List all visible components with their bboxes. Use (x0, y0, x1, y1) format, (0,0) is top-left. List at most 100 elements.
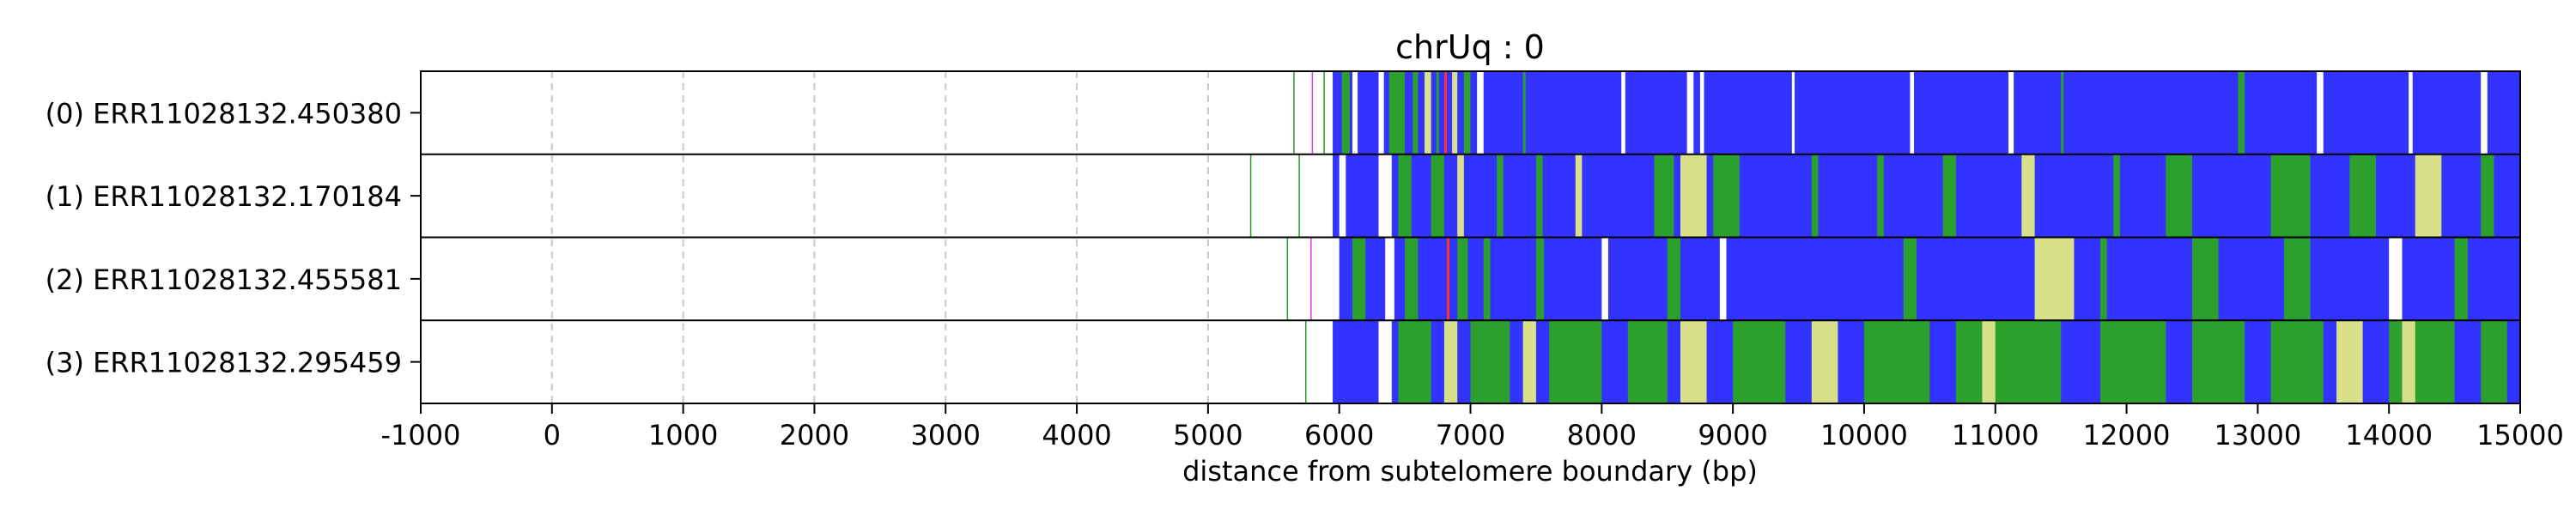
read-segment (1535, 154, 1543, 238)
read-segment (1436, 71, 1439, 154)
read-base (1333, 154, 2520, 238)
x-tick-label: 4000 (1042, 419, 1111, 451)
read-track (421, 236, 2520, 321)
read-segment (1621, 71, 1625, 154)
read-segment (1311, 71, 1314, 154)
read-segment (2415, 154, 2442, 238)
read-segment (2100, 237, 2107, 321)
read-labels: (0) ERR11028132.450380 (1) ERR11028132.17… (46, 97, 421, 379)
read-segment (1601, 237, 1608, 321)
read-segment (1733, 320, 1786, 403)
read-segment (1333, 237, 1340, 321)
read-segment (1654, 154, 1674, 238)
read-label: (2) ERR11028132.455581 (46, 264, 402, 296)
x-axis-label: distance from subtelomere boundary (bp) (1182, 455, 1758, 488)
read-segment (2166, 154, 2192, 238)
read-segment (2409, 71, 2413, 154)
read-segment (2283, 237, 2311, 321)
read-label: (3) ERR11028132.295459 (46, 347, 402, 379)
x-tick-label: -1000 (381, 419, 461, 451)
read-segment (1791, 71, 1795, 154)
read-segment (1323, 71, 1325, 154)
read-segment (1680, 320, 1707, 403)
x-tick-label: 8000 (1567, 419, 1637, 451)
read-segment (1388, 71, 1406, 154)
read-segment (1431, 154, 1444, 238)
read-base (1333, 71, 2520, 154)
read-base (1333, 237, 2520, 321)
read-label: (1) ERR11028132.170184 (46, 180, 402, 213)
read-segment (1378, 154, 1392, 238)
read-segment (1378, 71, 1384, 154)
x-tick-label: 14000 (2345, 419, 2433, 451)
read-segment (1811, 320, 1838, 403)
read-segment (2191, 320, 2245, 403)
read-segment (1405, 237, 1419, 321)
read-segment (1463, 71, 1471, 154)
read-segment (2349, 154, 2376, 238)
read-segment (1719, 237, 1727, 321)
read-segment (2481, 320, 2507, 403)
read-segment (2402, 320, 2415, 403)
read-segment (2389, 320, 2455, 403)
read-segment (1549, 320, 1602, 403)
read-segment (1457, 154, 1464, 238)
read-segment (1942, 154, 1956, 238)
read-segment (1699, 71, 1704, 154)
read-segment (1470, 320, 1510, 403)
x-tick-label: 3000 (911, 419, 981, 451)
read-track (421, 70, 2520, 154)
read-segment (2238, 71, 2245, 154)
x-tick-label: 0 (544, 419, 561, 451)
read-segment (1352, 71, 1358, 154)
read-segment (2061, 71, 2064, 154)
read-segment (1955, 320, 2062, 403)
read-segment (1522, 71, 1526, 154)
read-segment (1298, 154, 1300, 238)
read-segment (2034, 237, 2075, 321)
read-segment (1443, 71, 1447, 154)
read-segment (1378, 320, 1392, 403)
read-segment (1982, 320, 1996, 403)
read-segment (1535, 237, 1545, 321)
read-track (421, 319, 2520, 403)
read-segment (2191, 237, 2219, 321)
read-segment (1483, 237, 1491, 321)
x-axis: -1000 0 1000 2000 3000 4000 5000 6000 7000 8000 90… (381, 70, 2564, 451)
read-segment (2270, 320, 2324, 403)
read-segment (1443, 320, 1458, 403)
read-tracks (421, 70, 2520, 403)
read-segment (1446, 237, 1450, 321)
read-segment (1575, 154, 1583, 238)
read-segment (1910, 71, 1915, 154)
read-segment (1304, 320, 1307, 403)
read-segment (1413, 71, 1419, 154)
read-segment (2481, 71, 2488, 154)
read-segment (1286, 237, 1289, 321)
x-tick-label: 11000 (1952, 419, 2039, 451)
read-segment (1385, 237, 1394, 321)
read-label: (0) ERR11028132.450380 (46, 97, 402, 130)
read-segment (1811, 154, 1819, 238)
x-tick-label: 5000 (1173, 419, 1242, 451)
read-segment (2008, 71, 2014, 154)
read-segment (2336, 320, 2363, 403)
read-segment (1457, 237, 1468, 321)
read-segment (1667, 237, 1680, 321)
read-segment (1477, 71, 1484, 154)
read-segment (1522, 320, 1536, 403)
read-segment (1293, 71, 1295, 154)
read-segment (1686, 71, 1694, 154)
read-segment (1452, 71, 1458, 154)
read-segment (2454, 237, 2468, 321)
x-tick-label: 9000 (1698, 419, 1767, 451)
read-segment (1425, 71, 1431, 154)
read-track (421, 153, 2520, 238)
read-segment (2113, 154, 2120, 238)
read-segment (1352, 237, 1366, 321)
x-tick-label: 12000 (2083, 419, 2171, 451)
read-segment (1863, 320, 1930, 403)
read-segment (1249, 154, 1252, 238)
